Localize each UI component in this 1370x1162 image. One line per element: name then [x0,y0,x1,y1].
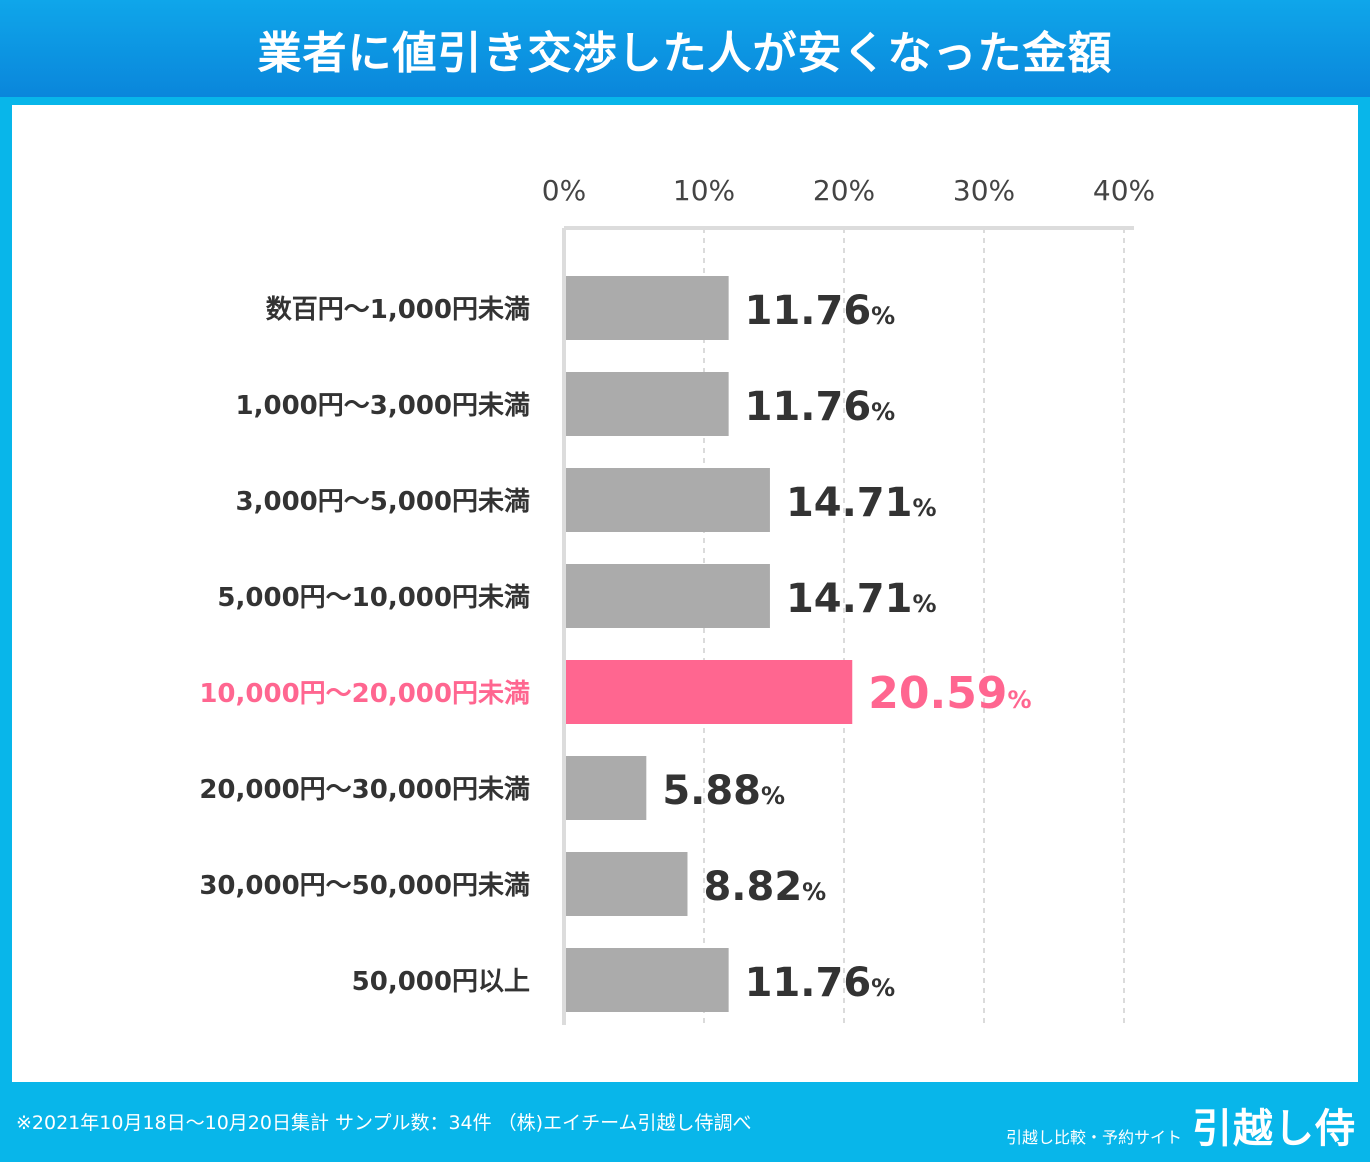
data-label: 8.82% [703,864,826,910]
x-tick-label: 20% [813,174,875,207]
bar [566,756,647,820]
title-bar: 業者に値引き交渉した人が安くなった金額 [0,0,1370,97]
category-label: 5,000円〜10,000円未満 [217,583,530,613]
brand-logo: 引越し侍 [1192,1106,1356,1152]
data-label: 14.71% [786,480,937,526]
brand-subtitle: 引越し比較・予約サイト [1005,1128,1182,1147]
category-label: 20,000円〜30,000円未満 [199,775,530,805]
data-label: 5.88% [662,768,785,814]
x-tick-label: 30% [953,174,1015,207]
x-tick-label: 0% [542,174,586,207]
bar [566,372,729,436]
category-label: 3,000円〜5,000円未満 [236,487,530,517]
x-tick-label: 40% [1093,174,1155,207]
bar [566,276,729,340]
category-label: 30,000円〜50,000円未満 [199,871,530,901]
data-label: 20.59% [868,668,1031,719]
x-tick-label: 10% [673,174,735,207]
category-label: 50,000円以上 [352,967,530,997]
chart-title: 業者に値引き交渉した人が安くなった金額 [257,27,1113,79]
data-label: 11.76% [745,960,896,1006]
category-label: 10,000円〜20,000円未満 [199,679,530,709]
bar [566,660,853,724]
bar [566,948,729,1012]
footer-note: ※2021年10月18日〜10月20日集計 サンプル数：34件 （株)エイチーム… [16,1112,752,1134]
data-label: 11.76% [745,288,896,334]
category-label: 数百円〜1,000円未満 [266,295,530,325]
bar [566,468,770,532]
category-label: 1,000円〜3,000円未満 [236,391,530,421]
data-label: 11.76% [745,384,896,430]
bar [566,852,688,916]
brand: 引越し比較・予約サイト 引越し侍 [1006,1096,1356,1154]
data-label: 14.71% [786,576,937,622]
bar [566,564,770,628]
